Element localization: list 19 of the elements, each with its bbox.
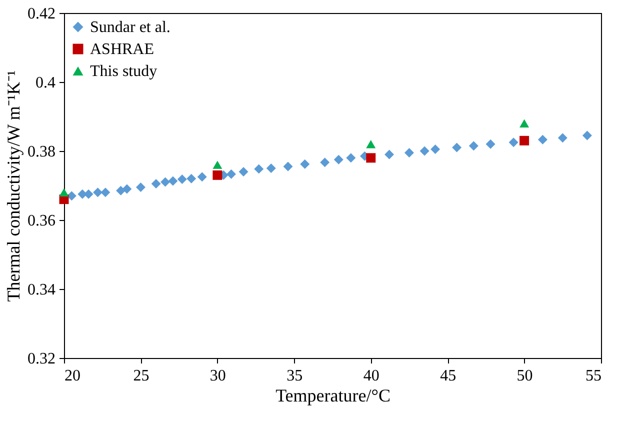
x-tick-label: 30: [210, 368, 226, 384]
y-axis-title: Thermal conductivity/W m⁻¹K⁻¹: [4, 70, 24, 302]
legend-label: This study: [90, 63, 158, 80]
y-tick-label: 0.34: [28, 282, 56, 298]
x-tick-label: 50: [516, 368, 533, 384]
y-tick-label: 0.42: [28, 6, 56, 22]
legend-label: ASHRAE: [90, 41, 154, 58]
y-tick-label: 0.36: [28, 212, 56, 230]
x-tick-label: 35: [286, 368, 303, 384]
x-tick-label: 40: [363, 368, 380, 384]
x-tick-label: 20: [64, 368, 80, 384]
y-tick-label: 0.32: [28, 350, 56, 368]
y-tick-label: 0.38: [28, 144, 56, 160]
x-tick-label: 55: [586, 368, 602, 384]
y-tick-label: 0.4: [36, 74, 56, 92]
x-tick-label: 25: [133, 368, 150, 384]
legend-label: Sundar et al.: [90, 19, 170, 36]
x-tick-label: 45: [440, 368, 456, 384]
x-axis-title: Temperature/°C: [276, 386, 390, 406]
